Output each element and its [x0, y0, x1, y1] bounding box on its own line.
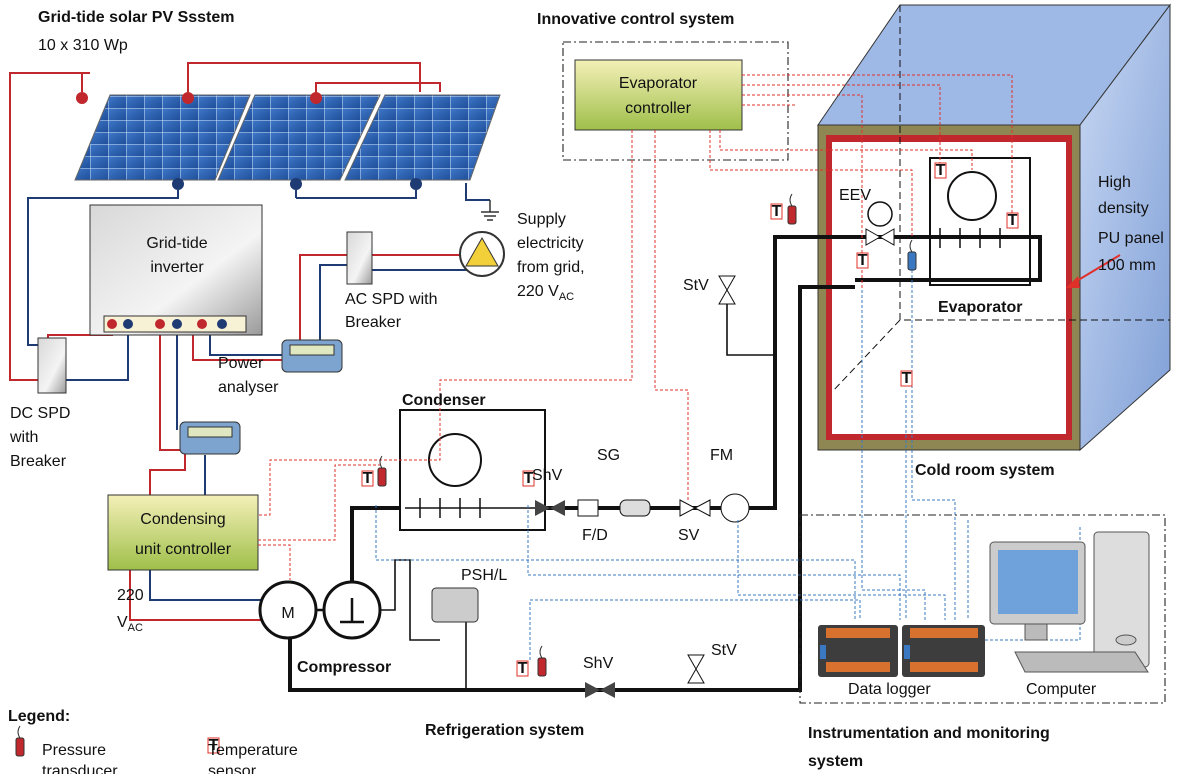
sensor-symbol: T	[858, 252, 868, 269]
legend-text: Pressure	[42, 742, 106, 759]
cold-room-title: Cold room system	[915, 462, 1055, 479]
sensor-symbol: T	[518, 660, 528, 677]
pressure-transducer	[908, 252, 916, 270]
evaporator-controller	[575, 60, 742, 130]
grid-line: Supply	[517, 211, 566, 228]
pressure-wire	[540, 646, 542, 658]
filter-drier	[578, 500, 598, 516]
control-title: Innovative control system	[537, 11, 734, 28]
legend-title: Legend:	[8, 708, 70, 725]
ac-spd-line: Breaker	[345, 314, 402, 331]
controller-line: Evaporator	[619, 75, 698, 92]
computer-icon	[990, 532, 1149, 672]
ac-spd-line: AC SPD with	[345, 291, 437, 308]
pressure-transducer	[16, 738, 24, 756]
dc-spd-line: DC SPD	[10, 405, 70, 422]
sensor-symbol: T	[902, 370, 912, 387]
sensor-symbol: T	[1008, 212, 1018, 229]
sensor-symbol: T	[772, 203, 782, 220]
pv-array	[75, 92, 500, 190]
pressure-transducer	[788, 206, 796, 224]
dc-spd-line: Breaker	[10, 453, 67, 470]
pshl-label: PSH/L	[461, 567, 507, 584]
sensor-symbol: T	[936, 162, 946, 179]
inverter-line: inverter	[150, 259, 204, 276]
pressure-wire	[18, 726, 20, 738]
stv-top-label: StV	[683, 277, 709, 294]
refrigeration-title: Refrigeration system	[425, 722, 584, 739]
condensing-line: unit controller	[135, 541, 232, 558]
condenser-label: Condenser	[402, 392, 486, 409]
shv-bottom-label: ShV	[583, 655, 614, 672]
inverter-line: Grid-tide	[146, 235, 207, 252]
unit-voltage: 220	[117, 587, 144, 604]
panel-line: density	[1098, 200, 1149, 217]
solar-title: Grid-tide solar PV Ssstem	[38, 9, 235, 26]
sv-label: SV	[678, 527, 700, 544]
sight-glass	[620, 500, 650, 516]
dc-spd	[38, 338, 66, 393]
grid-voltage: 220 VAC	[517, 283, 574, 303]
panel-line: High	[1098, 174, 1131, 191]
compressor-label: Compressor	[297, 659, 391, 676]
pressure-switch	[432, 588, 478, 622]
ac-spd	[347, 232, 372, 284]
sensor-symbol: T	[363, 470, 373, 487]
pressure-transducer	[538, 658, 546, 676]
motor-label: M	[281, 605, 294, 622]
legend-text: transducer	[42, 763, 118, 774]
voltage-sub: AC	[128, 622, 143, 634]
analyser-line: Power	[218, 355, 264, 372]
logger-label: Data logger	[848, 681, 931, 698]
dc-spd-line: with	[9, 429, 38, 446]
computer-label: Computer	[1026, 681, 1097, 698]
pressure-wire	[790, 194, 792, 206]
pressure-transducer	[378, 468, 386, 486]
stv-bottom-label: StV	[711, 642, 737, 659]
sg-label: SG	[597, 447, 620, 464]
condensing-line: Condensing	[140, 511, 225, 528]
evaporator-label: Evaporator	[938, 299, 1022, 316]
legend-text: sensor	[208, 763, 257, 774]
voltage-unit: V	[117, 614, 128, 631]
panel-line: PU panel	[1098, 230, 1164, 247]
analyser-line: analyser	[218, 379, 279, 396]
flow-meter	[721, 494, 749, 522]
eev-label: EEV	[839, 187, 871, 204]
data-logger-modules	[818, 625, 985, 677]
grid-line: from grid,	[517, 259, 585, 276]
monitoring-title: Instrumentation and monitoring	[808, 725, 1050, 742]
pressure-wire	[380, 456, 382, 468]
condensing-controller	[108, 495, 258, 570]
shv-label: ShV	[532, 467, 563, 484]
fd-label: F/D	[582, 527, 608, 544]
diagram: TTTTTTTTT Grid-tide solar PV Ssstem 10 x…	[0, 0, 1187, 774]
eev-actuator	[868, 202, 892, 226]
fm-label: FM	[710, 447, 733, 464]
panel-line: 100 mm	[1098, 257, 1156, 274]
evaporator-fan	[948, 172, 996, 220]
voltage-sub: AC	[559, 291, 574, 303]
controller-line: controller	[625, 100, 691, 117]
legend-text: Temperature	[208, 742, 298, 759]
voltage-text: 220 V	[517, 283, 559, 300]
solar-subtitle: 10 x 310 Wp	[38, 37, 128, 54]
grid-line: electricity	[517, 235, 584, 252]
monitoring-title: system	[808, 753, 863, 770]
